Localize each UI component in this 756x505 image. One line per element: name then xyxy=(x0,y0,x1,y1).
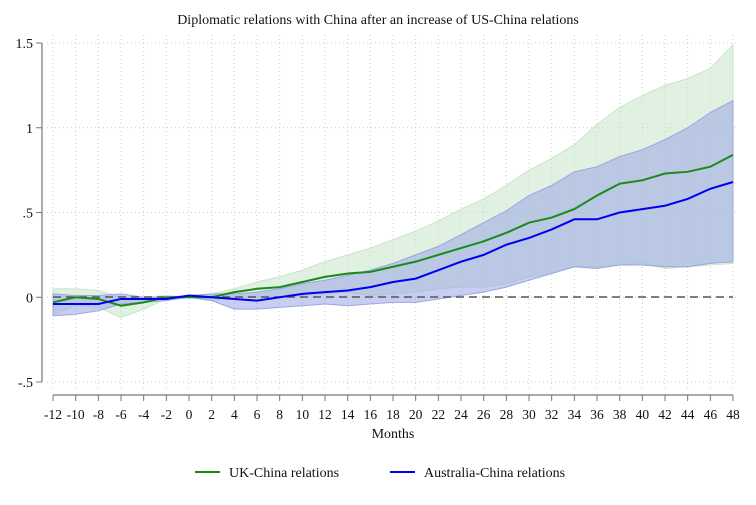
x-tick-label: 24 xyxy=(454,407,468,422)
x-tick-label: -10 xyxy=(67,407,85,422)
x-tick-label: -4 xyxy=(138,407,149,422)
legend-label-0: UK-China relations xyxy=(229,466,339,481)
y-tick-label: 1.5 xyxy=(16,37,34,52)
x-tick-label: 10 xyxy=(296,407,310,422)
x-tick-label: 26 xyxy=(477,407,491,422)
x-tick-label: 48 xyxy=(726,407,740,422)
x-tick-label: -12 xyxy=(44,407,62,422)
x-tick-label: 32 xyxy=(545,407,559,422)
x-tick-label: 46 xyxy=(704,407,718,422)
legend-label-1: Australia-China relations xyxy=(424,466,565,481)
x-tick-label: -8 xyxy=(93,407,104,422)
x-tick-label: -2 xyxy=(161,407,172,422)
x-tick-label: 36 xyxy=(590,407,604,422)
x-tick-label: 38 xyxy=(613,407,627,422)
x-tick-label: 22 xyxy=(432,407,446,422)
x-tick-label: 44 xyxy=(681,407,695,422)
y-tick-label: .5 xyxy=(23,207,34,222)
x-tick-label: 12 xyxy=(318,407,332,422)
x-tick-label: 4 xyxy=(231,407,238,422)
series-line-1 xyxy=(53,181,734,306)
x-tick-label: 20 xyxy=(409,407,423,422)
chart-title: Diplomatic relations with China after an… xyxy=(177,13,579,28)
y-tick-label: -.5 xyxy=(18,376,33,391)
x-tick-label: 40 xyxy=(636,407,650,422)
x-tick-label: 42 xyxy=(658,407,672,422)
series-line-0 xyxy=(52,153,734,307)
x-tick-label: 8 xyxy=(276,407,283,422)
x-tick-label: 28 xyxy=(500,407,514,422)
y-tick-label: 1 xyxy=(26,122,33,137)
x-tick-label: 16 xyxy=(364,407,378,422)
x-tick-label: 14 xyxy=(341,407,355,422)
x-tick-label: 30 xyxy=(522,407,536,422)
x-tick-label: 34 xyxy=(568,407,582,422)
x-tick-label: 2 xyxy=(208,407,215,422)
x-tick-label: 0 xyxy=(186,407,193,422)
y-tick-label: 0 xyxy=(26,291,33,306)
x-tick-label: 6 xyxy=(254,407,261,422)
x-tick-label: -6 xyxy=(115,407,126,422)
x-axis-label: Months xyxy=(372,427,415,442)
confidence-band-1 xyxy=(52,99,734,317)
x-tick-label: 18 xyxy=(386,407,400,422)
